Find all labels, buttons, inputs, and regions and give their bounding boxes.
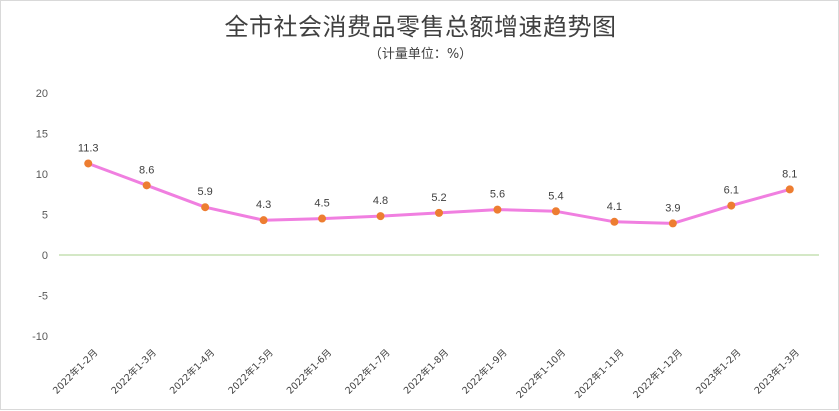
x-tick-label: 2023年1-3月 [752,347,802,397]
x-tick-label: 2022年1-10月 [514,347,568,401]
data-point [201,203,210,212]
data-label: 6.1 [724,185,739,197]
data-point [259,216,268,225]
data-point [142,181,151,190]
data-label: 5.9 [198,186,213,198]
data-point [727,201,736,210]
data-label: 8.6 [139,164,154,176]
x-tick-label: 2022年1-9月 [460,347,510,397]
y-tick-label: 20 [36,88,48,100]
data-label: 4.5 [314,198,329,210]
data-point [610,217,619,226]
y-tick-label: 0 [42,250,48,262]
chart-title: 全市社会消费品零售总额增速趋势图 [224,13,617,41]
data-point [376,212,385,221]
data-label: 3.9 [665,202,680,214]
y-tick-label: -10 [32,331,48,343]
x-tick-label: 2022年1-3月 [109,347,159,397]
data-point [785,185,794,194]
x-tick-label: 2022年1-8月 [401,347,451,397]
x-tick-label: 2022年1-2月 [50,347,100,397]
data-point [551,207,560,216]
data-point [493,205,502,214]
chart-subtitle: （计量单位：%） [368,47,473,62]
y-tick-label: 10 [36,169,48,181]
x-tick-label: 2022年1-12月 [631,347,685,401]
y-tick-label: 15 [36,129,48,141]
y-tick-label: 5 [42,210,48,222]
data-label: 11.3 [78,142,99,154]
data-label: 4.8 [373,195,388,207]
x-tick-label: 2022年1-7月 [343,347,393,397]
data-label: 5.2 [431,192,446,204]
x-tick-label: 2023年1-2月 [693,347,743,397]
x-tick-label: 2022年1-6月 [284,347,334,397]
y-tick-label: -5 [38,291,48,303]
data-point [668,219,677,228]
data-label: 8.1 [782,168,797,180]
x-tick-label: 2022年1-11月 [572,347,626,401]
x-tick-label: 2022年1-4月 [167,347,217,397]
x-tick-label: 2022年1-5月 [226,347,276,397]
data-point [318,214,327,223]
data-label: 5.6 [490,189,505,201]
data-label: 4.3 [256,199,271,211]
data-point [84,159,93,168]
data-label: 4.1 [607,201,622,213]
data-point [435,208,443,217]
data-label: 5.4 [548,190,563,202]
